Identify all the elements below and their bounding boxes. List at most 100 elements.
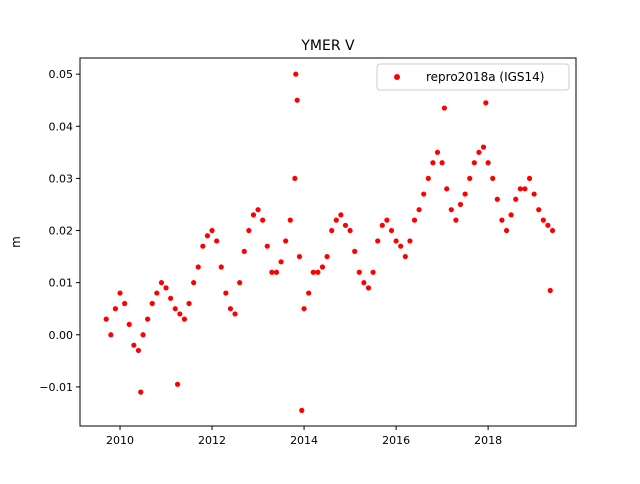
data-point [255,207,261,213]
y-tick-label: −0.01 [39,381,73,394]
data-point [283,238,289,244]
data-point [425,175,431,182]
data-point [457,201,464,208]
data-point [296,253,303,260]
y-tick-label: 0.05 [49,68,74,81]
legend: repro2018a (IGS14) [376,63,570,91]
data-point [471,160,477,166]
data-point [439,160,445,166]
plot-frame [79,57,577,427]
data-point [145,316,151,322]
data-point [402,253,408,260]
data-point [264,243,270,249]
data-point [306,290,312,296]
data-point [315,269,321,275]
data-point [174,381,181,387]
data-point [232,311,238,317]
data-point [347,227,353,234]
data-point [379,222,385,228]
data-point [441,105,448,111]
data-point [494,196,500,202]
y-tick-label: 0.00 [49,329,74,342]
data-point [384,217,390,223]
data-point [112,306,119,312]
data-point [365,285,372,291]
data-point [499,217,505,223]
y-axis: −0.01 0.00 0.01 0.02 0.03 0.04 0.05 [39,68,80,394]
data-point [444,186,450,192]
data-point [513,196,519,202]
data-point [149,300,155,307]
data-point [227,306,234,312]
legend-box [376,63,570,91]
data-point [526,175,533,182]
data-point [117,290,123,296]
data-point [269,269,275,275]
data-point [416,207,422,213]
data-point [177,311,183,317]
data-point [329,227,335,234]
data-point [140,332,146,338]
data-point [536,207,542,213]
data-point [485,160,491,166]
data-point [370,269,376,275]
data-point [214,238,220,244]
data-point [522,186,528,192]
data-point [294,97,300,103]
data-point [549,227,556,234]
data-point [333,217,339,223]
data-point [223,290,229,296]
data-point [246,227,252,234]
data-point [375,238,381,244]
y-tick-label: 0.03 [49,172,74,185]
data-point [467,175,473,182]
data-point [361,280,367,286]
y-axis-label: m [9,236,23,248]
data-point [172,306,178,312]
data-point [103,316,109,322]
legend-label: repro2018a (IGS14) [426,70,544,84]
data-point [480,144,487,150]
data-point [163,285,169,291]
x-tick-label: 2014 [290,434,318,447]
data-point [462,191,468,197]
data-point [293,71,299,77]
data-point [453,217,459,223]
data-point [191,280,197,286]
data-point [319,264,326,270]
data-point [490,175,496,182]
data-point [278,259,284,265]
data-point [154,290,160,296]
legend-marker [394,74,400,80]
data-point [186,300,192,307]
data-point [338,212,344,218]
x-tick-label: 2018 [474,434,502,447]
data-point [108,332,114,338]
data-point [448,207,454,213]
data-point [299,407,305,413]
data-point [204,233,211,239]
x-tick-label: 2016 [382,434,410,447]
data-points [103,71,556,413]
data-point [181,316,188,322]
data-point [476,149,482,155]
data-point [292,175,298,182]
data-point [393,238,399,244]
data-point [434,149,441,155]
data-point [531,191,537,197]
data-point [131,342,137,348]
data-point [241,248,247,254]
data-point [310,269,316,275]
data-point [483,100,489,106]
x-tick-label: 2010 [106,434,134,447]
data-point [540,217,546,223]
data-point [273,269,280,275]
data-point [218,264,224,270]
y-tick-label: 0.01 [49,277,74,290]
data-point [352,248,358,254]
data-point [287,217,293,223]
data-point [388,227,395,234]
data-point [398,243,404,249]
